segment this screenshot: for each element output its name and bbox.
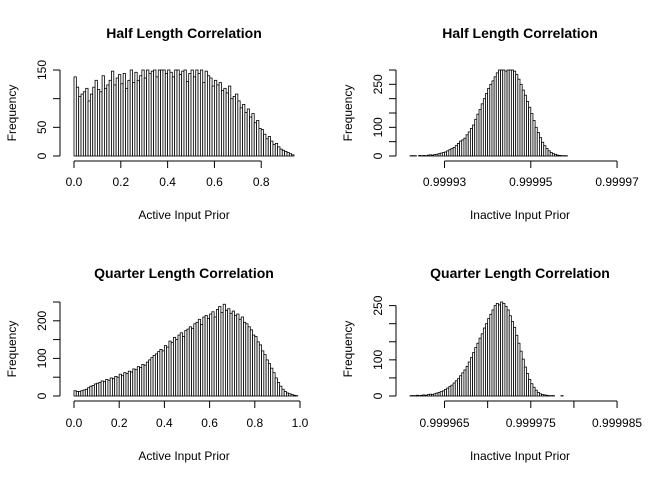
- x-tick-label: 0.0: [66, 416, 83, 430]
- x-axis-label: Inactive Input Prior: [470, 208, 570, 222]
- y-tick-label: 150: [35, 60, 49, 80]
- chart-title: Quarter Length Correlation: [94, 265, 274, 281]
- histogram-panel-2: Half Length Correlation Inactive Input Pr…: [341, 25, 639, 222]
- bars: [73, 69, 295, 157]
- x-tick-label: 0.999965: [419, 416, 469, 430]
- y-tick-label: 0: [35, 152, 49, 159]
- x-tick-label: 0.99993: [423, 175, 467, 189]
- histogram-panel-1: Half Length Correlation Active Input Prio…: [5, 25, 295, 222]
- y-axis: 0 100 250: [371, 295, 397, 399]
- chart-title: Half Length Correlation: [106, 25, 262, 41]
- y-axis: 0 100 250: [371, 69, 397, 159]
- x-tick-label: 0.999975: [506, 416, 556, 430]
- y-axis-label: Frequency: [5, 321, 19, 378]
- x-tick-label: 0.6: [201, 416, 218, 430]
- y-axis-label: Frequency: [341, 85, 355, 142]
- x-tick-label: 0.6: [206, 175, 223, 189]
- x-tick-label: 0.4: [159, 175, 176, 189]
- x-tick-label: 0.99997: [595, 175, 639, 189]
- y-tick-label: 0: [35, 392, 49, 399]
- bars: [409, 301, 564, 397]
- y-axis: 0 50 150: [35, 60, 61, 159]
- x-tick-label: 0.2: [112, 175, 129, 189]
- y-tick-label: 250: [371, 74, 385, 94]
- x-axis-label: Active Input Prior: [138, 208, 229, 222]
- x-tick-label: 0.2: [111, 416, 128, 430]
- x-tick-label: 0.0: [66, 175, 83, 189]
- y-tick-label: 50: [35, 120, 49, 134]
- x-tick-label: 0.99995: [509, 175, 553, 189]
- y-tick-label: 200: [35, 310, 49, 330]
- bars: [73, 303, 299, 397]
- y-tick-label: 0: [371, 152, 385, 159]
- y-axis: 0 100 200: [35, 301, 61, 399]
- y-tick-label: 100: [371, 117, 385, 137]
- chart-title: Half Length Correlation: [442, 25, 598, 41]
- histogram-bar: [291, 154, 295, 157]
- y-tick-label: 100: [35, 348, 49, 368]
- x-tick-label: 0.8: [253, 175, 270, 189]
- y-tick-label: 0: [371, 392, 385, 399]
- x-axis-label: Inactive Input Prior: [470, 449, 570, 463]
- histogram-panel-4: Quarter Length Correlation Inactive Input…: [341, 265, 642, 463]
- x-axis: 0.99993 0.99995 0.99997: [423, 160, 639, 189]
- x-tick-label: 0.4: [156, 416, 173, 430]
- y-axis-label: Frequency: [5, 85, 19, 142]
- y-axis-label: Frequency: [341, 321, 355, 378]
- y-tick-label: 100: [371, 350, 385, 370]
- histogram-panel-3: Quarter Length Correlation Active Input P…: [5, 265, 309, 463]
- x-axis: 0.0 0.2 0.4 0.6 0.8 1.0: [66, 400, 309, 430]
- x-axis-label: Active Input Prior: [138, 449, 229, 463]
- x-axis: 0.999965 0.999975 0.999985: [419, 400, 642, 430]
- bars: [409, 69, 568, 157]
- y-tick-label: 250: [371, 295, 385, 315]
- x-tick-label: 0.999985: [592, 416, 642, 430]
- x-axis: 0.0 0.2 0.4 0.6 0.8: [66, 160, 270, 189]
- x-tick-label: 1.0: [292, 416, 309, 430]
- x-tick-label: 0.8: [246, 416, 263, 430]
- chart-title: Quarter Length Correlation: [430, 265, 610, 281]
